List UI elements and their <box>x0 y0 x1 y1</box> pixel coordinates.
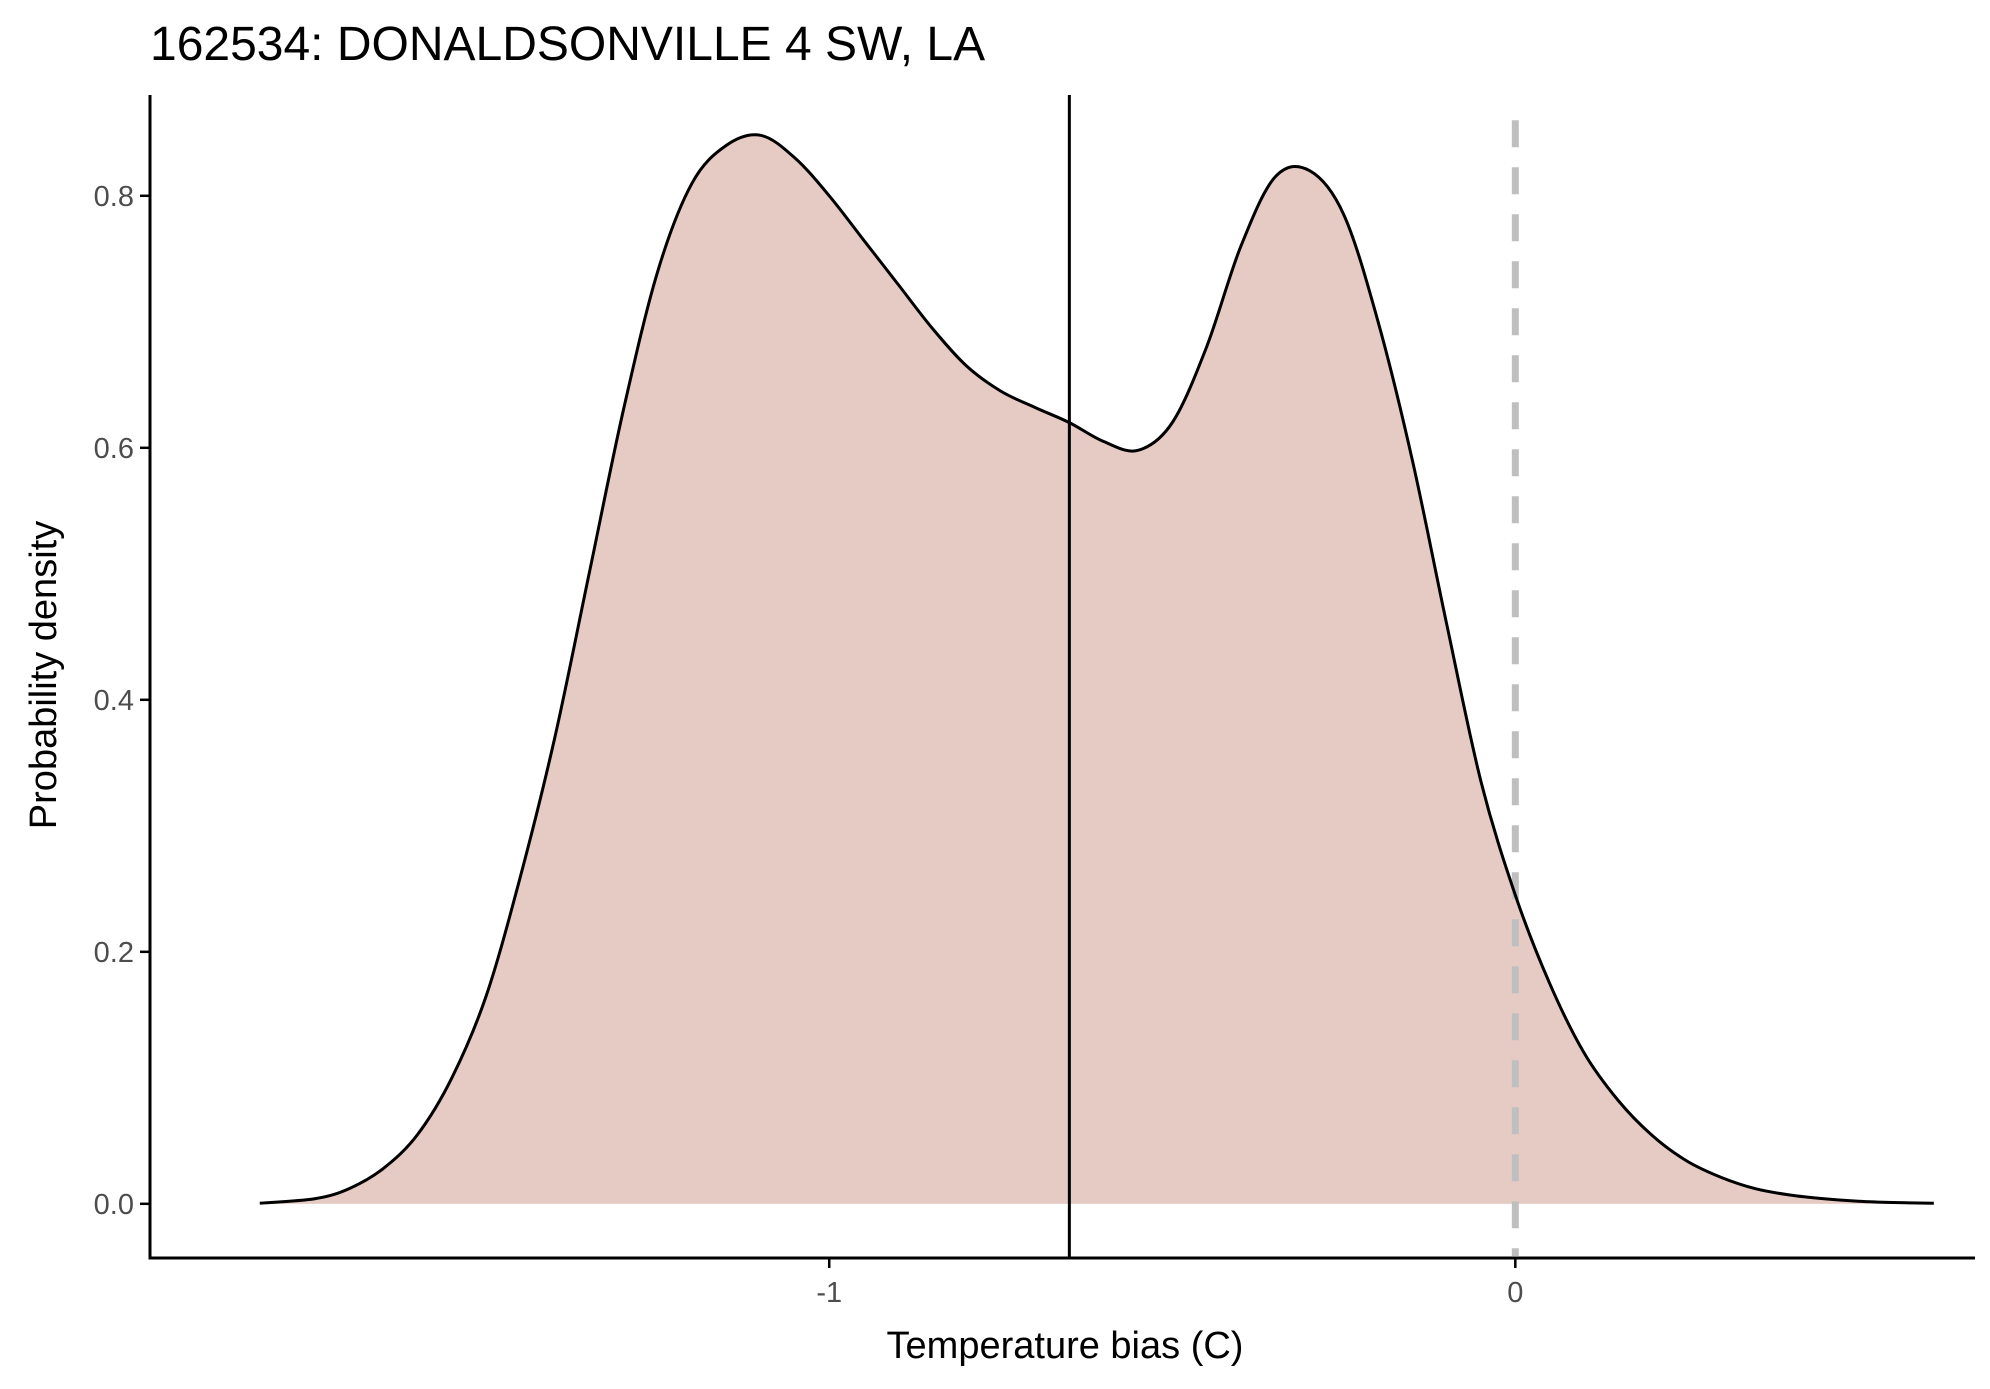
y-axis-title: Probability density <box>23 521 65 829</box>
axes-layer <box>148 95 1975 1260</box>
density-area-fill <box>259 134 1934 1204</box>
y-ticks-layer: 0.0 0.2 0.4 0.6 0.8 <box>94 181 150 1221</box>
density-fill-layer <box>259 134 1934 1204</box>
x-axis-title: Temperature bias (C) <box>887 1325 1244 1367</box>
density-curve-layer <box>259 133 1934 1205</box>
y-tick-label: 0.8 <box>94 181 134 213</box>
y-tick-label: 0.0 <box>94 1189 134 1221</box>
y-tick-label: 0.6 <box>94 433 134 465</box>
x-ticks-layer: -1 0 <box>816 1258 1523 1309</box>
x-tick-label: 0 <box>1507 1277 1523 1309</box>
chart-title: 162534: DONALDSONVILLE 4 SW, LA <box>150 18 985 71</box>
y-tick-label: 0.2 <box>94 937 134 969</box>
reference-lines-layer <box>1067 95 1519 1258</box>
y-tick-label: 0.4 <box>94 685 134 717</box>
x-tick-label: -1 <box>816 1277 842 1309</box>
density-curve <box>259 133 1934 1205</box>
